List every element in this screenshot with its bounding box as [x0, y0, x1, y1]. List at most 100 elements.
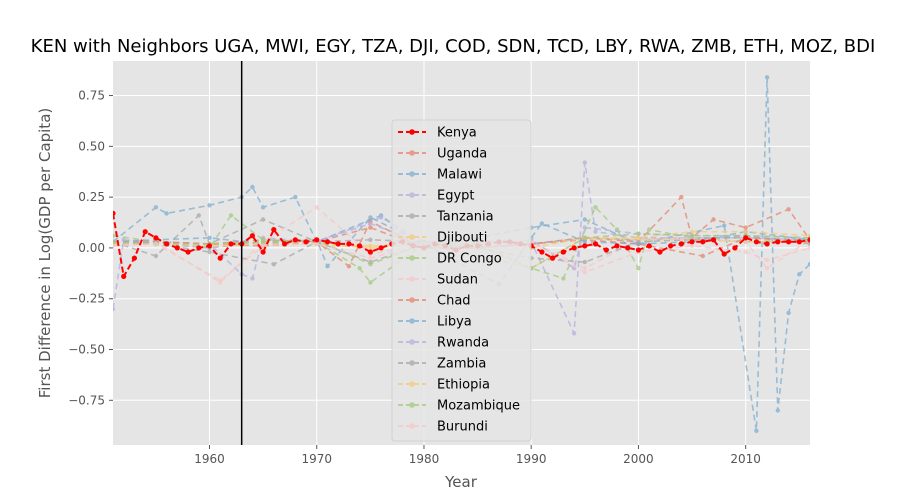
data-point: [314, 205, 319, 210]
legend-entry: [398, 234, 426, 240]
data-point: [646, 243, 652, 249]
data-point: [249, 233, 255, 239]
data-point: [603, 247, 609, 253]
y-tick-label: −0.25: [68, 292, 105, 306]
data-point: [722, 223, 727, 228]
data-point: [807, 262, 810, 267]
y-tick-label: −0.75: [68, 393, 105, 407]
data-point: [335, 241, 341, 247]
legend-label: Kenya: [437, 126, 477, 141]
data-point: [121, 273, 127, 279]
data-point: [647, 227, 652, 232]
data-point: [539, 221, 545, 226]
data-point: [368, 237, 373, 242]
data-point: [753, 239, 760, 245]
data-point: [250, 276, 255, 281]
data-point: [582, 259, 587, 265]
data-point: [571, 331, 577, 336]
data-point: [582, 270, 587, 275]
data-point: [743, 239, 748, 244]
legend-label: Malawi: [437, 168, 482, 183]
data-point: [324, 239, 331, 245]
legend-entry: [398, 381, 426, 387]
data-point: [207, 235, 212, 240]
data-point: [592, 241, 599, 247]
data-point: [764, 75, 770, 80]
legend-label: Zambia: [437, 357, 486, 372]
data-point: [207, 203, 212, 208]
data-point: [797, 272, 802, 277]
data-point: [636, 239, 641, 244]
data-point: [786, 207, 791, 212]
data-point: [775, 239, 781, 245]
data-point: [142, 229, 148, 235]
data-point: [292, 237, 298, 243]
data-point: [131, 255, 137, 261]
data-point: [368, 255, 373, 261]
data-point: [721, 251, 727, 257]
data-point: [743, 235, 749, 241]
series-line: [113, 230, 810, 249]
data-point: [700, 239, 706, 245]
data-point: [153, 235, 159, 241]
x-tick-label: 1970: [301, 452, 332, 466]
legend-label: Ethiopia: [437, 378, 490, 393]
data-point: [625, 245, 631, 251]
data-point: [367, 249, 373, 255]
data-point: [582, 243, 588, 249]
data-point: [775, 408, 780, 413]
x-tick-label: 1980: [409, 452, 440, 466]
data-point: [732, 245, 738, 251]
data-point: [368, 225, 373, 230]
data-point: [786, 239, 792, 245]
data-point: [743, 249, 748, 255]
legend-marker: [409, 402, 415, 408]
data-point: [614, 243, 620, 249]
data-point: [743, 229, 748, 234]
data-point: [764, 266, 770, 271]
data-point: [700, 253, 705, 259]
legend-label: Rwanda: [437, 336, 489, 351]
data-point: [314, 237, 320, 243]
data-point: [346, 264, 352, 269]
data-point: [113, 243, 116, 249]
data-point: [582, 266, 587, 271]
legend-marker: [409, 276, 415, 282]
legend-marker: [409, 171, 415, 177]
data-point: [174, 245, 180, 251]
chart-title: KEN with Neighbors UGA, MWI, EGY, TZA, D…: [31, 36, 876, 57]
y-axis-ticks: −0.75 −0.50 −0.25 0.00 0.25 0.50 0.75: [68, 89, 113, 407]
legend-label: Chad: [437, 294, 471, 309]
legend-label: Djibouti: [437, 231, 487, 246]
legend-marker: [409, 213, 415, 219]
data-point: [807, 245, 810, 251]
y-tick-label: 0.00: [78, 241, 105, 255]
x-tick-label: 2010: [730, 452, 761, 466]
legend-marker: [409, 360, 415, 366]
legend-marker: [409, 234, 415, 240]
data-point: [196, 213, 201, 218]
data-point: [796, 239, 802, 245]
data-point: [582, 160, 587, 165]
legend-entry: [398, 423, 426, 429]
data-point: [689, 239, 695, 245]
data-point: [113, 233, 116, 238]
legend-label: Burundi: [437, 420, 488, 435]
legend-marker: [409, 255, 415, 261]
data-point: [260, 239, 266, 244]
data-point: [260, 205, 266, 210]
data-point: [743, 225, 748, 230]
data-point: [325, 264, 330, 269]
data-point: [539, 249, 545, 255]
y-tick-label: 0.50: [78, 139, 105, 153]
data-point: [368, 221, 373, 226]
legend-entry: [398, 276, 426, 282]
legend-label: Egypt: [437, 189, 475, 204]
x-axis-label: Year: [444, 473, 478, 491]
data-point: [378, 215, 384, 220]
data-point: [550, 255, 556, 261]
data-point: [196, 245, 202, 251]
data-point: [635, 247, 642, 253]
data-point: [271, 227, 277, 233]
